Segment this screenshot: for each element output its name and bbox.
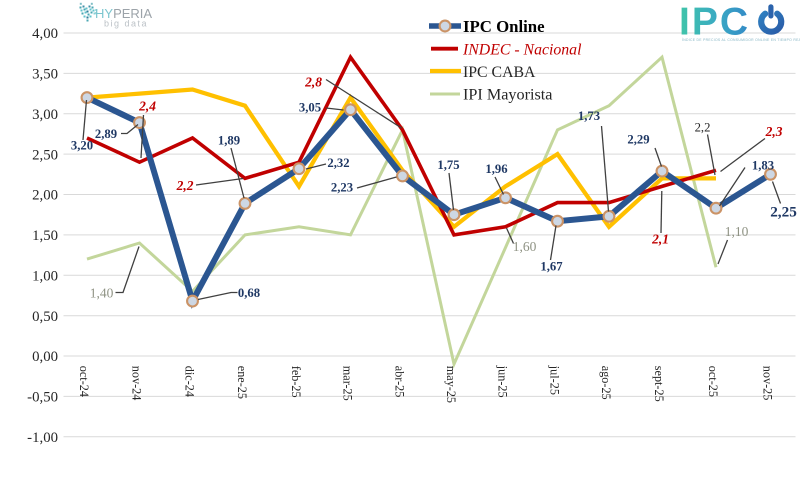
svg-text:1,89: 1,89 bbox=[218, 134, 240, 148]
svg-text:4,00: 4,00 bbox=[32, 26, 58, 42]
svg-text:1,75: 1,75 bbox=[437, 158, 459, 172]
svg-text:INDEC - Nacional: INDEC - Nacional bbox=[462, 42, 582, 59]
svg-text:2,3: 2,3 bbox=[765, 124, 783, 139]
svg-text:nov-25: nov-25 bbox=[761, 366, 775, 401]
svg-text:jul-25: jul-25 bbox=[548, 365, 562, 395]
svg-text:abr-25: abr-25 bbox=[393, 366, 407, 398]
svg-text:1,50: 1,50 bbox=[32, 228, 58, 244]
svg-text:2,8: 2,8 bbox=[304, 75, 322, 90]
svg-text:2,00: 2,00 bbox=[32, 188, 58, 204]
svg-text:3,00: 3,00 bbox=[32, 107, 58, 123]
svg-text:3,50: 3,50 bbox=[32, 67, 58, 83]
svg-text:1,67: 1,67 bbox=[540, 260, 563, 274]
svg-text:may-25: may-25 bbox=[444, 366, 458, 403]
svg-text:1,40: 1,40 bbox=[90, 286, 114, 301]
svg-text:2,29: 2,29 bbox=[627, 133, 649, 147]
svg-text:oct-24: oct-24 bbox=[77, 366, 91, 397]
svg-text:1,96: 1,96 bbox=[485, 162, 507, 176]
svg-text:IPC Online: IPC Online bbox=[463, 17, 545, 36]
svg-text:ene-25: ene-25 bbox=[235, 366, 249, 399]
svg-text:2,50: 2,50 bbox=[32, 147, 58, 163]
svg-text:ÍNDICE DE PRECIOS AL CONSUMIDO: ÍNDICE DE PRECIOS AL CONSUMIDOR ONLINE E… bbox=[682, 38, 800, 42]
svg-text:HYPERIA: HYPERIA bbox=[95, 6, 152, 21]
svg-text:2,1: 2,1 bbox=[651, 232, 669, 247]
svg-text:2,89: 2,89 bbox=[95, 127, 117, 141]
svg-text:IPC CABA: IPC CABA bbox=[463, 64, 536, 81]
svg-text:oct-25: oct-25 bbox=[706, 366, 720, 397]
svg-text:1,73: 1,73 bbox=[578, 109, 600, 123]
svg-text:IPI Mayorista: IPI Mayorista bbox=[463, 86, 552, 104]
svg-text:1,00: 1,00 bbox=[32, 269, 58, 285]
svg-text:jun-25: jun-25 bbox=[496, 365, 510, 398]
svg-text:mar-25: mar-25 bbox=[341, 366, 355, 401]
svg-text:0,00: 0,00 bbox=[32, 349, 58, 365]
svg-text:big data: big data bbox=[104, 19, 148, 29]
svg-text:-0,50: -0,50 bbox=[27, 390, 58, 406]
svg-text:-1,00: -1,00 bbox=[27, 430, 58, 446]
svg-text:3,20: 3,20 bbox=[71, 139, 93, 153]
svg-text:nov-24: nov-24 bbox=[130, 366, 144, 401]
svg-text:ago-25: ago-25 bbox=[599, 366, 613, 400]
svg-text:3,05: 3,05 bbox=[299, 101, 321, 115]
svg-text:2,2: 2,2 bbox=[695, 121, 711, 135]
svg-text:1,60: 1,60 bbox=[513, 239, 537, 254]
svg-text:dic-24: dic-24 bbox=[183, 366, 197, 397]
svg-text:2,32: 2,32 bbox=[327, 156, 349, 170]
svg-text:2,25: 2,25 bbox=[770, 204, 797, 221]
svg-text:feb-25: feb-25 bbox=[289, 366, 303, 398]
svg-text:0,68: 0,68 bbox=[238, 286, 260, 300]
svg-text:sept-25: sept-25 bbox=[652, 366, 666, 402]
svg-text:2,4: 2,4 bbox=[138, 99, 156, 114]
svg-text:2,2: 2,2 bbox=[176, 178, 194, 193]
svg-text:2,23: 2,23 bbox=[331, 181, 353, 195]
svg-text:1,83: 1,83 bbox=[752, 159, 774, 173]
svg-text:1,10: 1,10 bbox=[725, 224, 749, 239]
svg-text:0,50: 0,50 bbox=[32, 309, 58, 325]
svg-text:IPC: IPC bbox=[679, 1, 750, 44]
